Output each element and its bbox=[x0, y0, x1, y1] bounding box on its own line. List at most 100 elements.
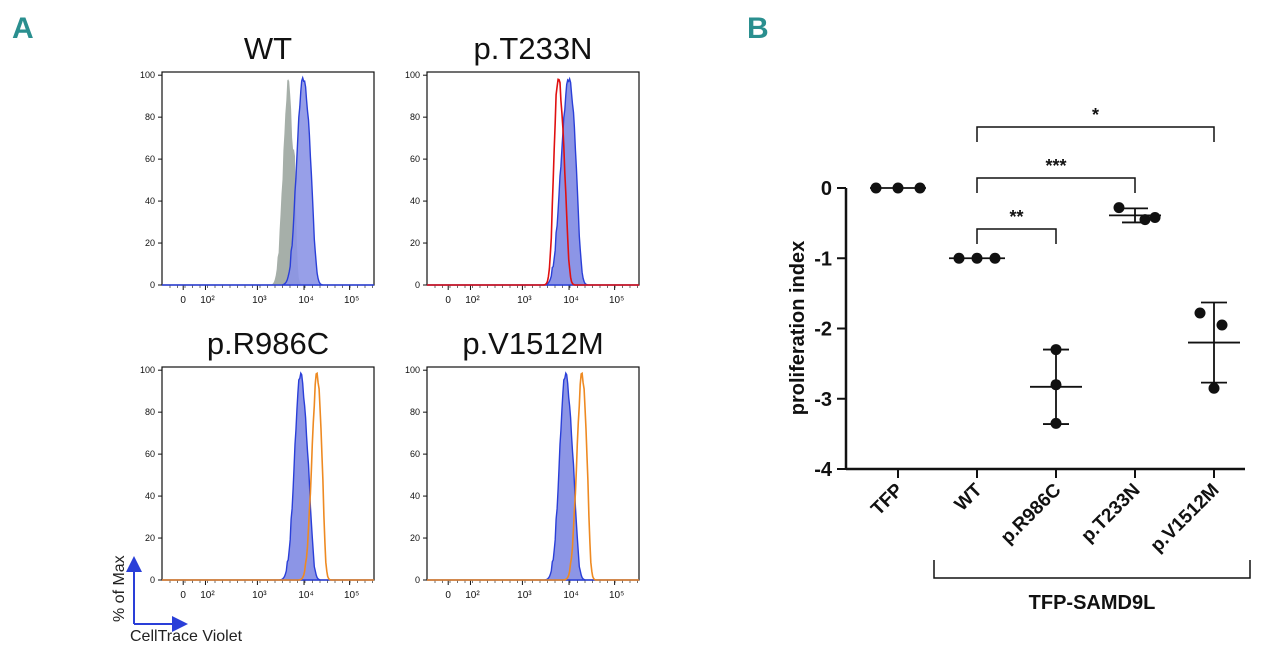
y-tick-label: 0 bbox=[150, 280, 155, 290]
x-tick-label: 10⁵ bbox=[609, 295, 624, 306]
data-point bbox=[1113, 202, 1125, 214]
x-tick-label: 10³ bbox=[517, 295, 532, 306]
mutant-histogram-line bbox=[427, 371, 639, 581]
data-point bbox=[953, 252, 965, 264]
mutant-histogram-line bbox=[427, 78, 639, 286]
histogram-y-axis-label: % of Max bbox=[111, 555, 128, 622]
significance-bracket bbox=[976, 177, 1136, 193]
significance-bracket bbox=[976, 228, 1057, 244]
histogram-v1512m: p.V1512M 0 20 40 60 80 100 0 10² 10³ 10⁴ 10⁵ bbox=[405, 326, 640, 601]
y-tick-label: 40 bbox=[145, 196, 155, 206]
data-point bbox=[1208, 382, 1220, 394]
category-label: p.R986C bbox=[997, 479, 1066, 548]
histogram-r986c: p.R986C 0 20 40 60 80 100 0 10² 10³ 10⁴ 10⁵ bbox=[140, 326, 375, 601]
x-tick-label: 10² bbox=[200, 590, 215, 601]
control-histogram-fill bbox=[162, 79, 374, 285]
sample-histogram bbox=[162, 371, 374, 581]
data-point bbox=[1050, 344, 1062, 356]
histogram-title: WT bbox=[244, 31, 292, 66]
y-tick-label: 20 bbox=[145, 238, 155, 248]
y-tick-label: 80 bbox=[410, 407, 420, 417]
y-tick-label: 20 bbox=[145, 533, 155, 543]
sample-histogram bbox=[427, 371, 639, 581]
x-tick-label: 10² bbox=[465, 590, 480, 601]
sample-histogram bbox=[427, 76, 639, 286]
panel-a-label: A bbox=[12, 12, 34, 45]
mutant-histogram-line bbox=[162, 371, 374, 581]
plot-frame bbox=[161, 71, 375, 286]
y-tick-label: 0 bbox=[821, 178, 832, 200]
data-point bbox=[1050, 379, 1062, 391]
y-tick-label: 100 bbox=[140, 70, 155, 80]
significance-label: * bbox=[1092, 105, 1099, 125]
significance-bracket bbox=[976, 126, 1215, 142]
y-tick-label: 80 bbox=[145, 407, 155, 417]
proliferation-chart: proliferation index TFP-SAMD9L 0 -1 -2 -3 -4… bbox=[787, 105, 1251, 614]
histogram-title: p.R986C bbox=[207, 326, 329, 361]
data-point bbox=[1050, 417, 1062, 429]
x-tick-label: 10³ bbox=[252, 590, 267, 601]
y-tick-label: 0 bbox=[415, 575, 420, 585]
x-tick-label: 10⁵ bbox=[609, 590, 624, 601]
x-tick-label: 10⁴ bbox=[563, 590, 578, 601]
x-tick-label: 10⁵ bbox=[344, 295, 359, 306]
histogram-x-axis-label: CellTrace Violet bbox=[130, 628, 243, 645]
y-tick-label: -2 bbox=[814, 319, 832, 341]
category-label: WT bbox=[951, 479, 987, 515]
data-point bbox=[1149, 212, 1161, 224]
y-tick-label: 100 bbox=[140, 365, 155, 375]
x-tick-label: 10² bbox=[465, 295, 480, 306]
x-tick-label: 10³ bbox=[517, 590, 532, 601]
y-tick-label: 100 bbox=[405, 365, 420, 375]
data-point bbox=[1194, 307, 1206, 319]
y-tick-label: 60 bbox=[145, 449, 155, 459]
x-tick-label: 10⁴ bbox=[563, 295, 578, 306]
group-label: TFP-SAMD9L bbox=[1029, 592, 1156, 614]
histogram-axis-indicator: % of Max CellTrace Violet bbox=[111, 555, 243, 645]
x-tick-label: 0 bbox=[445, 295, 451, 306]
y-tick-label: -1 bbox=[814, 248, 832, 270]
x-tick-label: 0 bbox=[180, 295, 186, 306]
y-tick-label: 60 bbox=[410, 154, 420, 164]
significance-label: ** bbox=[1009, 207, 1023, 227]
data-point bbox=[892, 182, 904, 194]
x-tick-label: 10⁴ bbox=[298, 295, 313, 306]
significance-label: *** bbox=[1045, 156, 1066, 176]
data-point bbox=[989, 252, 1001, 264]
sample-histogram bbox=[162, 75, 374, 286]
data-point bbox=[971, 252, 983, 264]
category-label: TFP bbox=[867, 479, 907, 519]
y-tick-label: 40 bbox=[410, 196, 420, 206]
y-tick-label: -3 bbox=[814, 389, 832, 411]
x-tick-label: 10² bbox=[200, 295, 215, 306]
y-tick-label: 80 bbox=[145, 112, 155, 122]
group-bracket bbox=[933, 560, 1251, 579]
y-tick-label: 40 bbox=[410, 491, 420, 501]
x-tick-label: 10⁵ bbox=[344, 590, 359, 601]
panel-b-label: B bbox=[747, 12, 769, 45]
x-tick-label: 0 bbox=[445, 590, 451, 601]
plot-frame bbox=[161, 366, 375, 581]
y-tick-label: 80 bbox=[410, 112, 420, 122]
y-tick-label: -4 bbox=[814, 459, 833, 481]
histogram-t233n: p.T233N 0 20 40 60 80 100 0 10² 10³ 10⁴ 10⁵ bbox=[405, 31, 640, 306]
plot-frame bbox=[426, 366, 640, 581]
y-tick-label: 0 bbox=[415, 280, 420, 290]
data-point bbox=[914, 182, 926, 194]
data-point bbox=[1139, 214, 1151, 226]
plot-frame bbox=[426, 71, 640, 286]
x-tick-label: 10³ bbox=[252, 295, 267, 306]
category-label: p.T233N bbox=[1077, 480, 1144, 547]
histogram-title: p.V1512M bbox=[462, 326, 603, 361]
y-tick-label: 60 bbox=[410, 449, 420, 459]
y-tick-label: 60 bbox=[145, 154, 155, 164]
y-tick-label: 0 bbox=[150, 575, 155, 585]
x-tick-label: 10⁴ bbox=[298, 590, 313, 601]
y-tick-label: 100 bbox=[405, 70, 420, 80]
x-tick-label: 0 bbox=[180, 590, 186, 601]
y-tick-label: 20 bbox=[410, 238, 420, 248]
histogram-title: p.T233N bbox=[474, 31, 593, 66]
y-axis-label: proliferation index bbox=[787, 241, 809, 415]
y-tick-label: 20 bbox=[410, 533, 420, 543]
